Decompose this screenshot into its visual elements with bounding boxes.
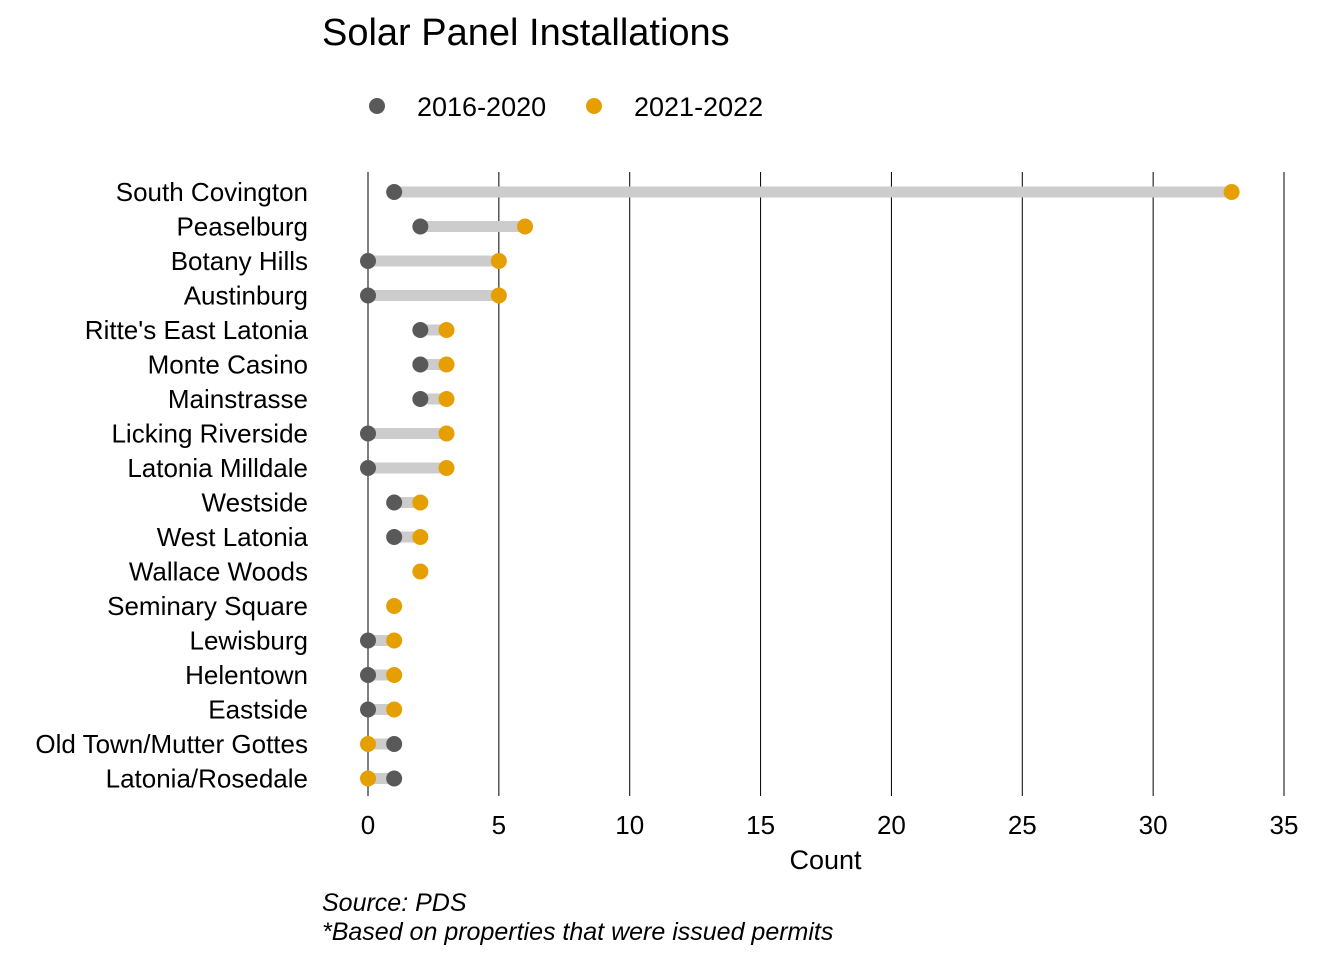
y-label-latonia-milldale: Latonia Milldale: [127, 453, 308, 483]
point-2016-2020-botany-hills: [360, 253, 376, 269]
point-2021-2022-peaselburg: [517, 218, 534, 235]
point-2021-2022-licking-riverside: [438, 425, 455, 442]
point-2021-2022-latonia-milldale: [438, 460, 455, 476]
point-2021-2022-ritte-s-east-latonia: [438, 322, 455, 338]
y-label-westside: Westside: [202, 488, 308, 518]
x-tick-label-0: 0: [361, 810, 375, 840]
y-label-lewisburg: Lewisburg: [189, 626, 308, 656]
point-2016-2020-latonia-milldale: [360, 460, 376, 476]
point-2021-2022-westside: [412, 494, 429, 511]
point-2016-2020-helentown: [360, 667, 376, 683]
point-2016-2020-licking-riverside: [360, 425, 376, 442]
point-2016-2020-west-latonia: [386, 529, 403, 545]
point-2021-2022-eastside: [386, 701, 403, 718]
point-2021-2022-lewisburg: [386, 632, 403, 649]
x-tick-label-5: 5: [492, 810, 506, 840]
point-2016-2020-mainstrasse: [412, 391, 429, 407]
point-2016-2020-latonia-rosedale: [386, 770, 403, 787]
x-tick-label-15: 15: [746, 810, 775, 840]
point-2016-2020-peaselburg: [412, 218, 429, 235]
legend-label-2016-2020: 2016-2020: [417, 92, 546, 122]
point-2021-2022-mainstrasse: [438, 391, 455, 407]
point-2016-2020-monte-casino: [412, 356, 429, 373]
point-2021-2022-wallace-woods: [412, 563, 429, 580]
y-label-ritte-s-east-latonia: Ritte's East Latonia: [85, 315, 309, 345]
y-label-licking-riverside: Licking Riverside: [111, 419, 308, 449]
chart-title: Solar Panel Installations: [322, 12, 730, 54]
point-2021-2022-old-town-mutter-gottes: [360, 736, 376, 752]
point-2021-2022-west-latonia: [412, 529, 429, 545]
point-2021-2022-latonia-rosedale: [360, 770, 376, 787]
y-label-austinburg: Austinburg: [184, 281, 308, 311]
y-label-seminary-square: Seminary Square: [107, 591, 308, 621]
point-2021-2022-botany-hills: [490, 253, 507, 269]
caption-source: Source: PDS: [322, 889, 467, 917]
x-tick-label-10: 10: [615, 810, 644, 840]
y-label-wallace-woods: Wallace Woods: [129, 557, 308, 587]
y-label-eastside: Eastside: [208, 695, 308, 725]
caption-note: *Based on properties that were issued pe…: [322, 918, 833, 946]
legend-label-2021-2022: 2021-2022: [634, 92, 763, 122]
point-2016-2020-lewisburg: [360, 632, 376, 649]
point-2021-2022-seminary-square: [386, 598, 403, 614]
point-2016-2020-eastside: [360, 701, 376, 718]
x-axis-title: Count: [789, 845, 862, 875]
x-axis-ticks: 0 5 10 15 20 25 30 35: [361, 810, 1299, 840]
x-tick-label-20: 20: [877, 810, 906, 840]
legend: 2016-2020 2021-2022: [369, 92, 763, 122]
y-label-latonia-rosedale: Latonia/Rosedale: [106, 764, 308, 794]
legend-marker-2021-2022: [586, 98, 602, 114]
y-label-old-town-mutter-gottes: Old Town/Mutter Gottes: [35, 729, 308, 759]
point-2021-2022-austinburg: [490, 287, 507, 304]
y-label-south-covington: South Covington: [116, 177, 308, 207]
y-label-botany-hills: Botany Hills: [171, 246, 308, 276]
legend-marker-2016-2020: [369, 98, 385, 114]
point-2021-2022-south-covington: [1223, 184, 1240, 200]
y-label-monte-casino: Monte Casino: [148, 350, 308, 380]
x-tick-label-30: 30: [1139, 810, 1168, 840]
point-2021-2022-helentown: [386, 667, 403, 683]
point-2016-2020-westside: [386, 494, 403, 511]
y-label-mainstrasse: Mainstrasse: [168, 384, 308, 414]
point-2016-2020-old-town-mutter-gottes: [386, 736, 403, 752]
point-2016-2020-ritte-s-east-latonia: [412, 322, 429, 338]
y-label-west-latonia: West Latonia: [157, 522, 309, 552]
y-axis-labels: South Covington Peaselburg Botany Hills Aus…: [35, 177, 308, 794]
dumbbell-segments: [368, 186, 1232, 784]
point-2016-2020-austinburg: [360, 287, 376, 304]
x-tick-label-35: 35: [1270, 810, 1299, 840]
x-tick-label-25: 25: [1008, 810, 1037, 840]
y-label-helentown: Helentown: [185, 660, 308, 690]
point-2021-2022-monte-casino: [438, 356, 455, 373]
gridlines: [367, 172, 1285, 796]
y-label-peaselburg: Peaselburg: [176, 212, 308, 242]
data-points: [360, 184, 1240, 787]
point-2016-2020-south-covington: [386, 184, 403, 200]
